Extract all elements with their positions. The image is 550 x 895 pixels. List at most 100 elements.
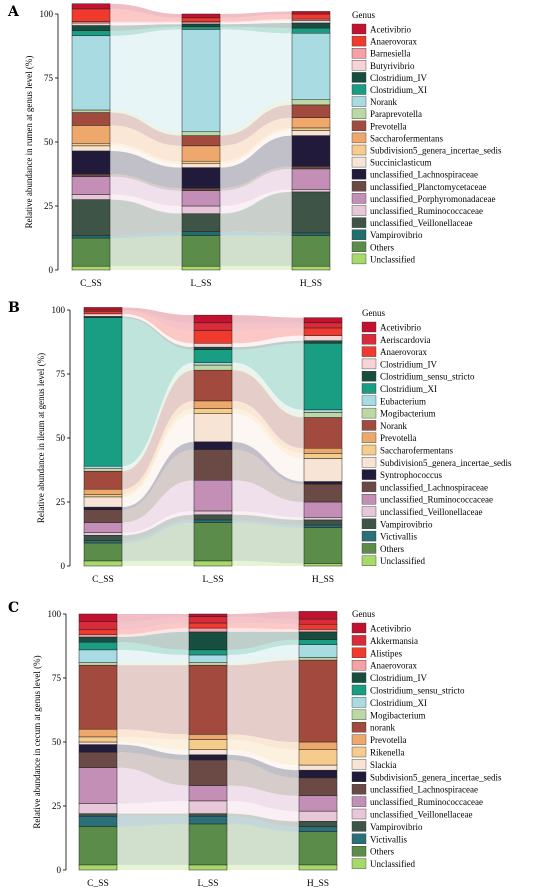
legend-label: unclassified_Ruminococcaceae <box>370 206 483 216</box>
flow-unclassified-veillonellaceae <box>110 199 182 236</box>
bar-segment-subdivision5-genera-incertae-sedis <box>181 160 221 165</box>
bar-segment-akkermansia <box>78 621 118 630</box>
y-tick-label: 50 <box>52 737 62 747</box>
bar-segment-anaerovorax <box>71 8 111 22</box>
bar-segment-prevotella <box>181 135 221 147</box>
bar-segment-anaerovorax <box>298 629 338 633</box>
bar-segment-unclassified-veillonellaceae <box>291 191 331 234</box>
legend-swatch <box>351 796 367 807</box>
flow-eubacterium <box>232 362 304 413</box>
bar-segment-norank <box>188 664 228 735</box>
legend-label: Aeriscardovia <box>380 335 430 345</box>
y-tick-label: 25 <box>52 801 62 811</box>
y-tick-label: 75 <box>56 369 66 379</box>
bar-segment-anaerovorax <box>188 627 228 633</box>
legend-label: Clostridium_XI <box>370 698 427 708</box>
bar-segment-prevotella <box>291 104 331 118</box>
flow-others <box>110 235 182 267</box>
flow-norank <box>122 370 194 490</box>
legend-label: Norank <box>380 421 407 431</box>
legend: Genus Acetivibrio Akkermansia Alistipes Anae… <box>351 609 502 869</box>
flow-unclassified-porphyromonadaceae <box>110 176 182 206</box>
legend-label: Anaerovorax <box>380 347 427 357</box>
legend-label: Unclassified <box>380 556 425 566</box>
bar-segment-saccharofermentans <box>71 125 111 144</box>
flow-vampirovibrio <box>117 813 189 817</box>
bar-segment-aeriscardovia <box>303 322 343 329</box>
flow-unclassified-lachnospiraceae <box>220 135 292 189</box>
legend-label: Acetivibrio <box>380 323 421 333</box>
flow-unclassified-planctomycetaceae <box>110 174 182 191</box>
bar-segment-clostridium-sensu-stricto <box>78 641 118 651</box>
flow-subdivision5-genera-incertae-sedis <box>232 413 304 482</box>
bar-segment-eubacterium <box>193 362 233 366</box>
legend-swatch <box>351 746 367 758</box>
flow-alistipes <box>227 622 299 630</box>
y-axis-title: Relative abundance in cecum at genus lev… <box>32 655 42 828</box>
y-tick-label: 25 <box>56 497 66 507</box>
legend-label: Clostridium_IV <box>370 73 428 83</box>
bar-segment-vampirovibrio <box>291 232 331 236</box>
legend-label: Others <box>370 847 394 857</box>
legend-swatch <box>361 395 377 406</box>
flow-rikenella <box>227 739 299 766</box>
bar-segment-clostridium-xi <box>303 343 343 411</box>
flow-clostridium-sensu-stricto <box>117 642 189 655</box>
bar-segment-victivallis <box>193 519 233 523</box>
y-tick-label: 0 <box>61 561 66 571</box>
bar-segment-norank <box>291 32 331 101</box>
bar-segment-unclassified-ruminococcaceae <box>298 795 338 812</box>
legend-label: norank <box>370 723 395 733</box>
legend-swatch <box>351 144 367 156</box>
bar-segment-prevotella <box>303 447 343 454</box>
legend-label: Acetivibrio <box>370 624 411 634</box>
bar-segment-akkermansia <box>298 618 338 625</box>
bar-segment-prevotella <box>298 741 338 750</box>
flow-victivallis <box>227 816 299 832</box>
legend-swatch <box>351 108 367 119</box>
bar-segment-unclassified-ruminococcaceae <box>193 479 233 512</box>
flow-vampirovibrio <box>232 514 304 526</box>
bar-segment-vampirovibrio <box>303 519 343 526</box>
legend: Genus Acetivibrio Aeriscardovia Anaerovorax… <box>361 308 512 566</box>
legend-swatch <box>361 346 377 357</box>
bar-segment-clostridium-xi <box>298 644 338 658</box>
bar-segment-clostridium-sensu-stricto <box>188 649 228 656</box>
flow-prevotella <box>117 729 189 740</box>
bar-segment-clostridium-iv <box>83 313 123 317</box>
bar-segment-vampirovibrio <box>83 535 123 541</box>
bar-segment-norank <box>181 29 221 133</box>
flow-unclassified-ruminococcaceae <box>227 785 299 812</box>
legend-swatch <box>351 622 367 634</box>
bar-segment-clostridium-iv <box>291 22 331 29</box>
bar-segment-prevotella <box>78 728 118 738</box>
flow-clostridium-sensu-stricto <box>232 340 304 350</box>
legend-swatch <box>351 84 367 95</box>
flow-clostridium-xi <box>110 26 182 36</box>
flow-victivallis <box>232 519 304 528</box>
bar-segment-unclassified-ruminococcaceae <box>291 189 331 193</box>
legend-title: Genus <box>352 609 375 619</box>
category-label: C_SS <box>80 279 102 289</box>
legend-swatch <box>361 530 377 542</box>
flow-unclassified-ruminococcaceae <box>220 189 292 214</box>
y-tick-label: 50 <box>44 137 54 147</box>
legend-label: Subdivision5_genera_incertae_sedis <box>370 146 502 156</box>
bar-segment-unclassified <box>193 560 233 567</box>
bar-segment-unclassified <box>303 563 343 567</box>
y-tick-label: 75 <box>44 73 54 83</box>
flow-mogibacterium <box>227 657 299 666</box>
bar-segment-alistipes <box>188 622 228 629</box>
flow-acetivibrio <box>122 307 194 323</box>
bar-segment-clostridium-xi <box>188 654 228 663</box>
legend-swatch <box>361 383 377 394</box>
flow-unclassified-ruminococcaceae <box>117 767 189 804</box>
bar-segment-norank <box>78 664 118 730</box>
legend-swatch <box>361 506 377 517</box>
bar-segment-succiniclasticum <box>291 130 331 136</box>
bar-segment-unclassified-lachnospiraceae <box>71 150 111 175</box>
bar-segment-unclassified-porphyromonadaceae <box>291 168 331 190</box>
legend-label: unclassified_Lachnospiraceae <box>380 482 488 492</box>
flow-unclassified-planctomycetaceae <box>220 166 292 191</box>
flow-subdivision5-genera-incertae-sedis <box>227 754 299 778</box>
